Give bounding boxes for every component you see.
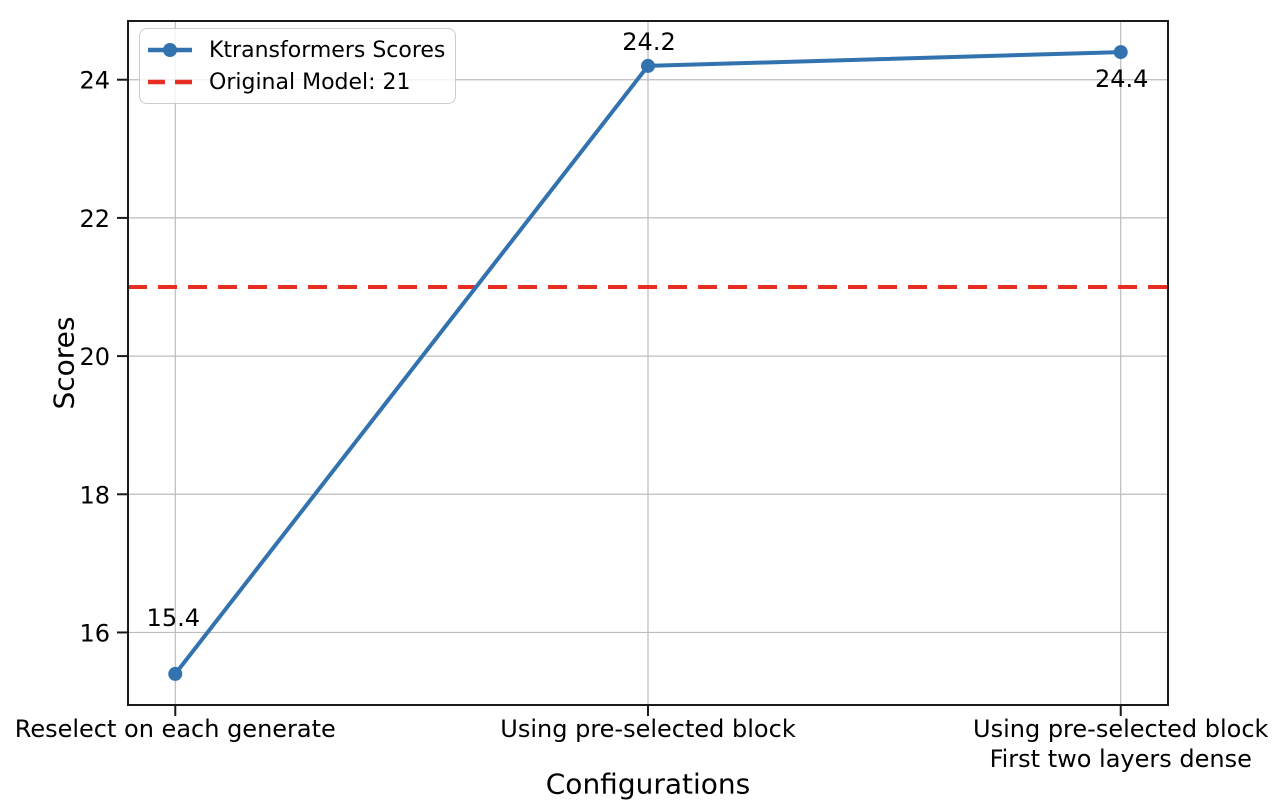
point-label: 24.4 xyxy=(1095,65,1148,93)
data-point-marker xyxy=(1113,45,1128,60)
y-tick-label: 20 xyxy=(79,343,110,371)
legend-line-marker-icon xyxy=(148,43,192,57)
y-tick-label: 18 xyxy=(79,481,110,509)
x-tick-label: Using pre-selected block xyxy=(500,715,796,743)
legend-entry-series: Ktransformers Scores xyxy=(146,35,445,65)
y-tick-label: 24 xyxy=(79,67,110,95)
point-label: 24.2 xyxy=(622,28,675,56)
x-tick-label: Using pre-selected block xyxy=(973,715,1269,743)
data-point-marker xyxy=(641,58,655,73)
x-axis-title: Configurations xyxy=(545,767,751,801)
legend-reference-label: Original Model: 21 xyxy=(209,69,411,95)
y-tick-label: 16 xyxy=(79,619,110,647)
x-tick-label: First two layers dense xyxy=(990,745,1252,773)
point-label: 15.4 xyxy=(147,604,200,632)
legend-entry-reference: Original Model: 21 xyxy=(146,67,445,97)
x-tick-label: Reselect on each generate xyxy=(15,715,336,743)
legend-dashed-line-icon xyxy=(148,79,192,85)
legend-series-label: Ktransformers Scores xyxy=(209,37,446,63)
y-tick-label: 22 xyxy=(79,205,110,233)
y-axis-title: Scores xyxy=(47,316,81,410)
legend: Ktransformers Scores Original Model: 21 xyxy=(139,28,457,104)
data-point-marker xyxy=(168,666,183,681)
